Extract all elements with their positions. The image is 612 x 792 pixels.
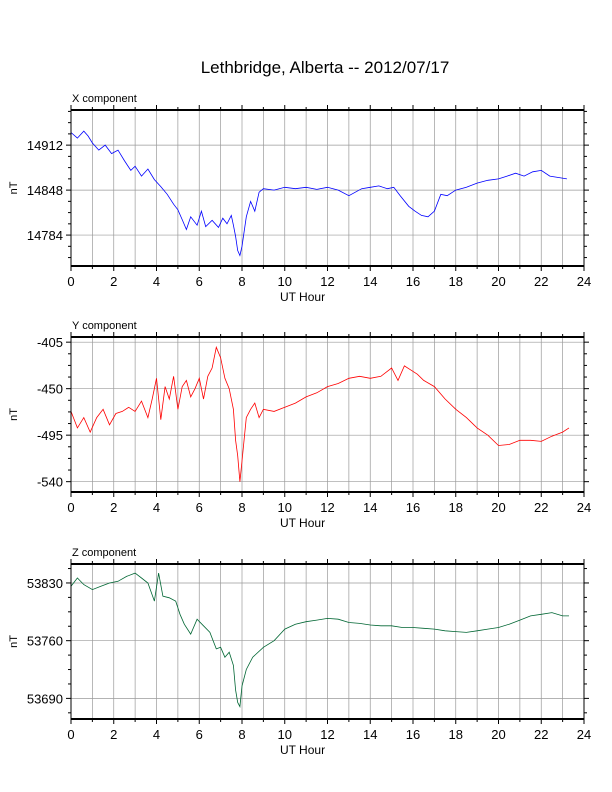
y-tick-label: 53760 [27,634,63,649]
x-tick-label: 8 [238,500,245,515]
y-tick-label: 53690 [27,691,63,706]
x-tick-label: 12 [320,727,334,742]
y-tick-label: 14912 [27,138,63,153]
x-tick-label: 8 [238,274,245,289]
panel-title: Y component [72,320,137,332]
x-tick-label: 6 [196,274,203,289]
x-axis-label: UT Hour [280,743,325,757]
x-tick-label: 18 [449,274,463,289]
x-tick-label: 24 [577,274,591,289]
x-tick-label: 0 [67,727,74,742]
x-tick-label: 6 [196,500,203,515]
x-tick-label: 8 [238,727,245,742]
x-axis-label: UT Hour [280,290,325,304]
y-tick-label: 53830 [27,576,63,591]
y-tick-label: -405 [37,335,63,350]
series-line [70,345,570,482]
x-tick-label: 14 [363,727,377,742]
x-tick-label: 10 [278,274,292,289]
y-tick-label: 14784 [27,228,63,243]
x-tick-label: 6 [196,727,203,742]
y-tick-label: -450 [37,382,63,397]
x-tick-label: 22 [534,274,548,289]
x-tick-label: 14 [363,274,377,289]
x-tick-label: 2 [110,500,117,515]
y-axis-label: nT [8,181,20,194]
x-tick-label: 14 [363,500,377,515]
y-tick-label: -540 [37,475,63,490]
y-tick-label: 14848 [27,183,63,198]
panel-title: Z component [72,547,136,559]
panel-title: X component [72,93,137,105]
x-tick-label: 4 [153,727,160,742]
x-tick-label: 4 [153,274,160,289]
series-line [70,572,569,708]
x-tick-label: 22 [534,500,548,515]
x-tick-label: 10 [278,727,292,742]
x-tick-label: 2 [110,727,117,742]
x-tick-label: 16 [406,727,420,742]
x-tick-label: 16 [406,274,420,289]
x-tick-label: 12 [320,500,334,515]
x-tick-label: 20 [491,500,505,515]
x-tick-label: 24 [577,500,591,515]
x-tick-label: 16 [406,500,420,515]
x-tick-label: 12 [320,274,334,289]
x-tick-label: 10 [278,500,292,515]
x-tick-label: 22 [534,727,548,742]
x-tick-label: 18 [449,500,463,515]
x-tick-label: 18 [449,727,463,742]
x-tick-label: 4 [153,500,160,515]
x-tick-label: 0 [67,500,74,515]
x-tick-label: 20 [491,274,505,289]
x-axis-label: UT Hour [280,516,325,530]
x-tick-label: 24 [577,727,591,742]
x-tick-label: 0 [67,274,74,289]
series-line [70,130,567,257]
chart-title: Lethbridge, Alberta -- 2012/07/17 [200,58,450,77]
x-tick-label: 20 [491,727,505,742]
y-axis-label: nT [8,408,20,421]
x-tick-label: 2 [110,274,117,289]
y-tick-label: -495 [37,428,63,443]
y-axis-label: nT [8,635,20,648]
